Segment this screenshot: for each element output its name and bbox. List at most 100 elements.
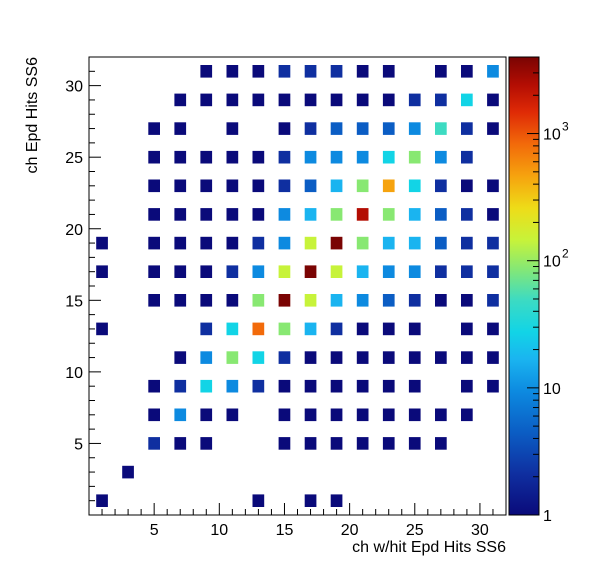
x-tick-label: 15 — [276, 522, 294, 539]
heatmap-cell — [382, 322, 395, 336]
heatmap-cell — [408, 265, 421, 278]
heatmap-cell — [304, 122, 317, 135]
heatmap-cell — [200, 322, 213, 336]
heatmap-cell — [304, 265, 317, 278]
heatmap-cell — [356, 322, 369, 336]
heatmap-cell — [304, 208, 317, 221]
heatmap-cell — [174, 208, 187, 221]
heatmap-cell — [382, 208, 395, 221]
heatmap-cell — [148, 408, 160, 422]
heatmap-cell — [461, 236, 473, 250]
heatmap-cell — [435, 236, 447, 250]
heatmap-cell — [408, 150, 421, 164]
heatmap-cell — [148, 150, 160, 164]
colorbar-tick-label: 10 — [543, 254, 561, 271]
heatmap-cell — [356, 236, 369, 250]
heatmap-cell — [304, 408, 317, 422]
y-tick-label: 15 — [65, 293, 83, 310]
x-tick-label: 25 — [406, 522, 424, 539]
heatmap-cell — [435, 93, 447, 107]
heatmap-cell — [304, 294, 317, 307]
heatmap-cell — [226, 351, 239, 364]
heatmap-cell — [96, 236, 108, 250]
colorbar-tick-label: 10 — [543, 381, 561, 398]
heatmap-cell — [200, 294, 213, 307]
heatmap-cell — [330, 437, 343, 450]
heatmap-cell — [304, 494, 317, 507]
heatmap-cell — [382, 437, 395, 450]
heatmap-cell — [252, 179, 265, 193]
heatmap-cell — [356, 150, 369, 164]
heatmap-cell — [226, 322, 239, 336]
heatmap-cell — [487, 294, 499, 307]
heatmap-cell — [148, 236, 160, 250]
heatmap-cell — [487, 179, 499, 193]
heatmap-cell — [356, 408, 369, 422]
heatmap-cell — [278, 93, 291, 107]
heatmap-cell — [200, 408, 213, 422]
heatmap-cell — [487, 122, 499, 135]
heatmap-cell — [148, 294, 160, 307]
heatmap-cell — [226, 294, 239, 307]
heatmap-cell — [122, 465, 134, 479]
heatmap-cell — [200, 379, 213, 393]
heatmap-cell — [278, 437, 291, 450]
heatmap-cell — [408, 294, 421, 307]
heatmap-cell — [461, 65, 473, 78]
heatmap-cell — [252, 494, 265, 507]
heatmap-cell — [278, 294, 291, 307]
heatmap-cell — [278, 179, 291, 193]
heatmap-cell — [148, 122, 160, 135]
heatmap-cell — [435, 179, 447, 193]
heatmap-cell — [304, 236, 317, 250]
heatmap-cell — [148, 179, 160, 193]
heatmap-cell — [174, 379, 187, 393]
heatmap-cell — [382, 265, 395, 278]
heatmap-cell — [435, 265, 447, 278]
heatmap-cell — [148, 437, 160, 450]
heatmap-cell — [148, 379, 160, 393]
heatmap-cell — [304, 437, 317, 450]
heatmap-cell — [304, 150, 317, 164]
heatmap-cell — [461, 122, 473, 135]
heatmap-cell — [330, 408, 343, 422]
heatmap-cell — [408, 122, 421, 135]
heatmap-cell — [200, 437, 213, 450]
heatmap-cell — [226, 265, 239, 278]
x-tick-label: 30 — [471, 522, 489, 539]
heatmap-cell — [382, 93, 395, 107]
heatmap-cell — [278, 379, 291, 393]
heatmap-cell — [356, 265, 369, 278]
heatmap-cell — [382, 65, 395, 78]
heatmap-cell — [174, 437, 187, 450]
y-tick-label: 5 — [74, 436, 83, 453]
heatmap-cell — [226, 236, 239, 250]
colorbar — [508, 56, 540, 516]
heatmap-cell — [382, 379, 395, 393]
heatmap-cell — [174, 93, 187, 107]
heatmap-cell — [461, 379, 473, 393]
heatmap-cell — [461, 150, 473, 164]
colorbar-tick-label: 1 — [543, 508, 552, 525]
heatmap-cell — [330, 351, 343, 364]
heatmap-cell — [356, 179, 369, 193]
heatmap-cell — [252, 150, 265, 164]
heatmap-cell — [226, 65, 239, 78]
heatmap-cell — [435, 408, 447, 422]
heatmap-cell — [487, 351, 499, 364]
heatmap-cell — [278, 65, 291, 78]
heatmap-cell — [382, 408, 395, 422]
heatmap-cell — [226, 122, 239, 135]
heatmap-cell — [330, 265, 343, 278]
colorbar-tick-exponent: 2 — [562, 247, 569, 261]
heatmap-cell — [382, 122, 395, 135]
heatmap-cell — [226, 379, 239, 393]
heatmap-cell — [174, 265, 187, 278]
heatmap-cell — [408, 179, 421, 193]
heatmap-cell — [461, 408, 473, 422]
heatmap-cell — [252, 208, 265, 221]
heatmap-cell — [356, 93, 369, 107]
heatmap-cell — [330, 294, 343, 307]
